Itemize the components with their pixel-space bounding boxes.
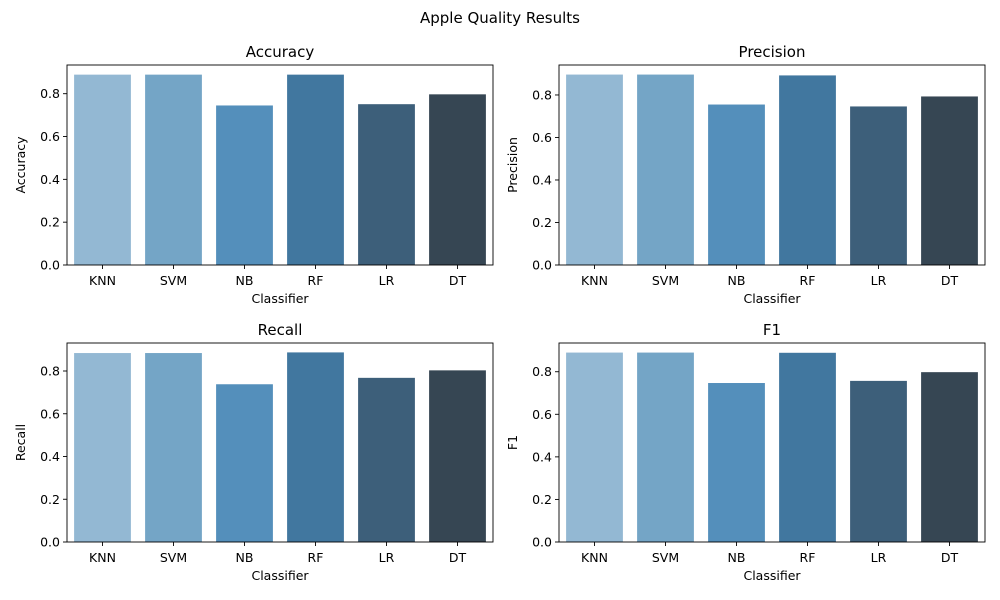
bar-dt — [429, 94, 486, 266]
bar-knn — [566, 352, 623, 542]
subplot-precision: Precision KNN SVM NB RF LR DT 0.0 0.2 0.4 0.6 0.8 Cl… — [505, 43, 986, 306]
x-axis-label: Classifier — [251, 568, 309, 583]
y-tick-label: 0.0 — [40, 535, 60, 550]
bar-rf — [287, 74, 344, 265]
bar-knn — [566, 74, 623, 265]
y-tick-label: 0.2 — [532, 492, 552, 507]
x-tick-label: RF — [308, 550, 324, 565]
bar-dt — [429, 370, 486, 542]
y-axis-label: Recall — [13, 424, 28, 461]
bar-nb — [708, 104, 765, 265]
x-tick-label: KNN — [581, 273, 608, 288]
x-tick-label: DT — [449, 273, 467, 288]
plot-frame — [558, 342, 986, 543]
x-axis-label: Classifier — [743, 568, 801, 583]
y-tick-label: 0.2 — [40, 215, 60, 230]
y-tick-label: 0.8 — [532, 87, 552, 102]
bar-rf — [779, 75, 836, 265]
bar-svm — [145, 74, 202, 265]
bar-rf — [779, 352, 836, 542]
plot-frame — [558, 64, 986, 266]
y-tick-label: 0.4 — [532, 449, 552, 464]
bar-lr — [358, 377, 415, 542]
x-tick-label: LR — [871, 550, 887, 565]
x-axis-label: Classifier — [251, 291, 309, 306]
y-tick-label: 0.2 — [40, 492, 60, 507]
x-tick-label: LR — [871, 273, 887, 288]
y-tick-label: 0.4 — [40, 172, 60, 187]
x-tick-label: NB — [236, 550, 254, 565]
bar-nb — [216, 384, 273, 542]
bar-svm — [637, 352, 694, 542]
x-tick-label: RF — [800, 550, 816, 565]
subplot-title: Accuracy — [246, 43, 315, 61]
subplot-title: Recall — [258, 321, 303, 339]
y-axis-label: Precision — [505, 137, 520, 193]
y-axis-label: Accuracy — [13, 136, 28, 194]
bar-svm — [637, 74, 694, 265]
x-tick-label: RF — [308, 273, 324, 288]
x-tick-label: SVM — [652, 273, 679, 288]
bar-knn — [74, 353, 131, 542]
subplot-recall: Recall KNN SVM NB RF LR DT 0.0 0.2 0.4 0.6 0.8 Class… — [13, 321, 494, 583]
y-tick-label: 0.8 — [532, 364, 552, 379]
bar-dt — [921, 96, 978, 265]
x-tick-label: KNN — [89, 550, 116, 565]
bar-nb — [708, 383, 765, 542]
x-tick-label: KNN — [581, 550, 608, 565]
x-tick-label: NB — [728, 273, 746, 288]
x-tick-label: LR — [379, 273, 395, 288]
y-tick-label: 0.2 — [532, 215, 552, 230]
y-tick-label: 0.0 — [532, 258, 552, 273]
x-tick-label: DT — [941, 273, 959, 288]
plot-frame — [66, 342, 494, 543]
bar-dt — [921, 372, 978, 542]
y-tick-label: 0.0 — [40, 258, 60, 273]
bar-lr — [850, 380, 907, 542]
x-tick-label: LR — [379, 550, 395, 565]
x-tick-label: DT — [449, 550, 467, 565]
y-tick-label: 0.4 — [40, 449, 60, 464]
subplot-title: Precision — [739, 43, 806, 61]
x-axis-label: Classifier — [743, 291, 801, 306]
figure-title: Apple Quality Results — [420, 9, 580, 27]
x-tick-label: NB — [728, 550, 746, 565]
y-axis-label: F1 — [505, 435, 520, 450]
y-tick-label: 0.6 — [40, 406, 60, 421]
subplot-grid: Accuracy KNN SVM NB RF LR DT 0.0 0.2 0.4 0.6 0.8 Cla… — [13, 43, 986, 583]
y-tick-label: 0.0 — [532, 535, 552, 550]
bar-svm — [145, 353, 202, 542]
subplot-title: F1 — [763, 321, 781, 339]
bar-lr — [358, 104, 415, 265]
y-tick-label: 0.6 — [40, 129, 60, 144]
plot-frame — [66, 64, 494, 266]
x-tick-label: SVM — [652, 550, 679, 565]
x-tick-label: SVM — [160, 273, 187, 288]
y-tick-label: 0.8 — [40, 364, 60, 379]
x-tick-label: SVM — [160, 550, 187, 565]
x-tick-label: RF — [800, 273, 816, 288]
x-tick-label: KNN — [89, 273, 116, 288]
y-tick-label: 0.6 — [532, 407, 552, 422]
bar-rf — [287, 352, 344, 542]
bar-lr — [850, 106, 907, 265]
x-tick-label: DT — [941, 550, 959, 565]
x-tick-label: NB — [236, 273, 254, 288]
bar-nb — [216, 105, 273, 265]
y-tick-label: 0.8 — [40, 86, 60, 101]
subplot-accuracy: Accuracy KNN SVM NB RF LR DT 0.0 0.2 0.4 0.6 0.8 Cla… — [13, 43, 494, 306]
y-tick-label: 0.4 — [532, 172, 552, 187]
subplot-f1: F1 KNN SVM NB RF LR DT 0.0 0.2 0.4 0.6 0.8 Classifie… — [505, 321, 986, 583]
y-tick-label: 0.6 — [532, 130, 552, 145]
bar-knn — [74, 74, 131, 265]
